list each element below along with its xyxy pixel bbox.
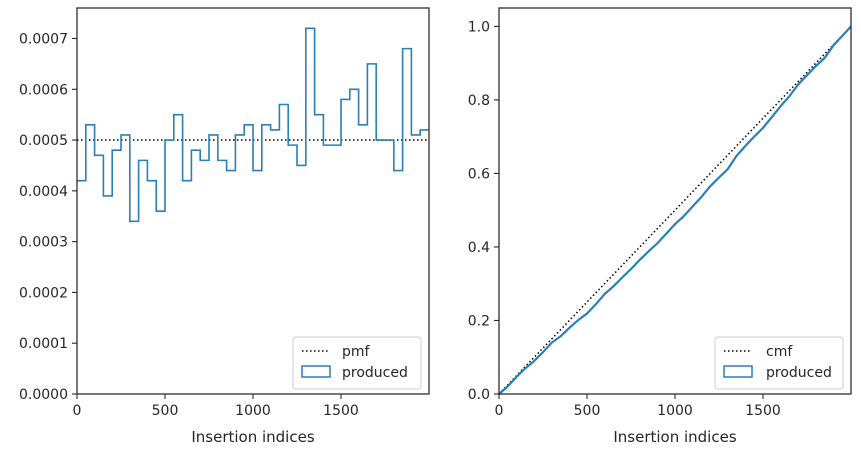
legend-produced-swatch [301,365,331,378]
series-produced-cumulative [498,25,852,395]
x-tick-label: 1500 [323,403,359,419]
y-tick-label: 0.0000 [19,387,68,403]
y-tick-label: 0.0004 [19,184,68,200]
left-x-axis-label: Insertion indices [191,428,314,446]
right-plot-frame [498,7,852,395]
y-tick-label: 0.0002 [19,285,68,301]
series-produced-histogram [77,27,429,223]
left-chart-panel: 0.0000 0.0001 0.0002 0.0003 0.0004 0.0005 0.00… [19,7,430,446]
y-tick-label: 0.0006 [19,82,68,98]
legend-produced-label: produced [342,365,408,381]
x-tick-label: 1000 [657,403,693,419]
left-x-axis-ticks: 0 500 1000 1500 [73,394,359,419]
y-tick-label: 0.2 [468,313,490,329]
right-legend-box [714,336,844,390]
x-tick-label: 500 [574,403,601,419]
y-tick-label: 0.6 [468,166,490,182]
y-tick-label: 0.0005 [19,133,68,149]
left-y-axis-ticks: 0.0000 0.0001 0.0002 0.0003 0.0004 0.0005 0.00… [19,31,77,403]
right-chart-marks [498,25,852,395]
x-tick-label: 500 [152,403,179,419]
legend-produced-label-right: produced [766,365,832,381]
right-x-axis-ticks: 0 500 1000 1500 [495,394,781,419]
legend-cmf-label: cmf [766,344,793,360]
legend-pmf-label: pmf [342,344,371,360]
y-tick-label: 0.8 [468,93,490,109]
y-tick-label: 0.0003 [19,235,68,251]
y-tick-label: 0.0 [468,387,490,403]
series-cmf-line [498,25,852,395]
right-legend: cmf produced [714,336,844,390]
legend-produced-swatch-right [723,365,753,378]
x-tick-label: 1000 [235,403,271,419]
x-tick-label: 0 [73,403,82,419]
left-chart-marks [77,27,429,223]
x-tick-label: 1500 [745,403,781,419]
right-y-axis-ticks: 0.0 0.2 0.4 0.6 0.8 1.0 [468,19,499,403]
y-tick-label: 0.0007 [19,31,68,47]
y-tick-label: 0.4 [468,240,490,256]
x-tick-label: 0 [495,403,504,419]
right-x-axis-label: Insertion indices [613,428,736,446]
left-legend-box [292,336,422,390]
y-tick-label: 1.0 [468,19,490,35]
y-tick-label: 0.0001 [19,336,68,352]
right-chart-panel: 0.0 0.2 0.4 0.6 0.8 1.0 0 500 1000 1500 Insertio… [468,7,852,446]
left-legend: pmf produced [292,336,422,390]
left-plot-frame [76,7,430,395]
